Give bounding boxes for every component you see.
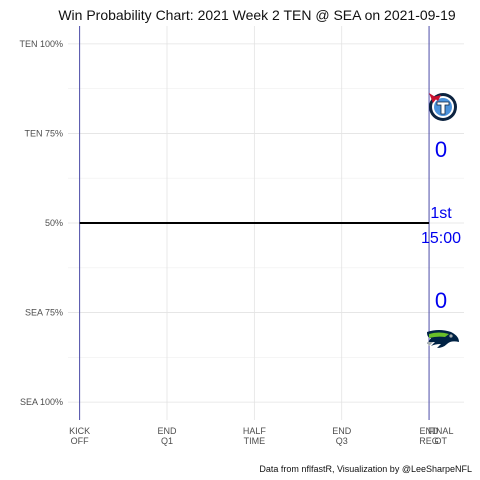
x-tick-label: HALF TIME	[243, 426, 267, 446]
away-score: 0	[435, 137, 447, 162]
y-tick-label: SEA 75%	[25, 308, 63, 318]
x-tick-label: END Q1	[157, 426, 177, 446]
quarter-label: 1st	[430, 205, 452, 222]
x-tick-label: END Q3	[332, 426, 352, 446]
seahawks-logo-icon	[427, 330, 459, 348]
x-tick-label: KICK OFF	[69, 426, 90, 446]
home-score: 0	[435, 288, 447, 313]
y-tick-label: 50%	[45, 218, 63, 228]
clock-label: 15:00	[421, 230, 461, 247]
chart-caption: Data from nflfastR, Visualization by @Le…	[259, 464, 472, 474]
chart-title: Win Probability Chart: 2021 Week 2 TEN @…	[58, 7, 456, 23]
y-tick-label: TEN 100%	[19, 39, 63, 49]
x-tick-label: FINAL OT	[428, 426, 454, 446]
x-tick-label: END REG	[419, 426, 439, 446]
titans-logo-icon	[429, 93, 457, 121]
y-axis-ticks: TEN 100% TEN 75% 50% SEA 75% SEA 100%	[19, 39, 63, 407]
y-tick-label: TEN 75%	[24, 128, 63, 138]
y-tick-label: SEA 100%	[20, 397, 63, 407]
